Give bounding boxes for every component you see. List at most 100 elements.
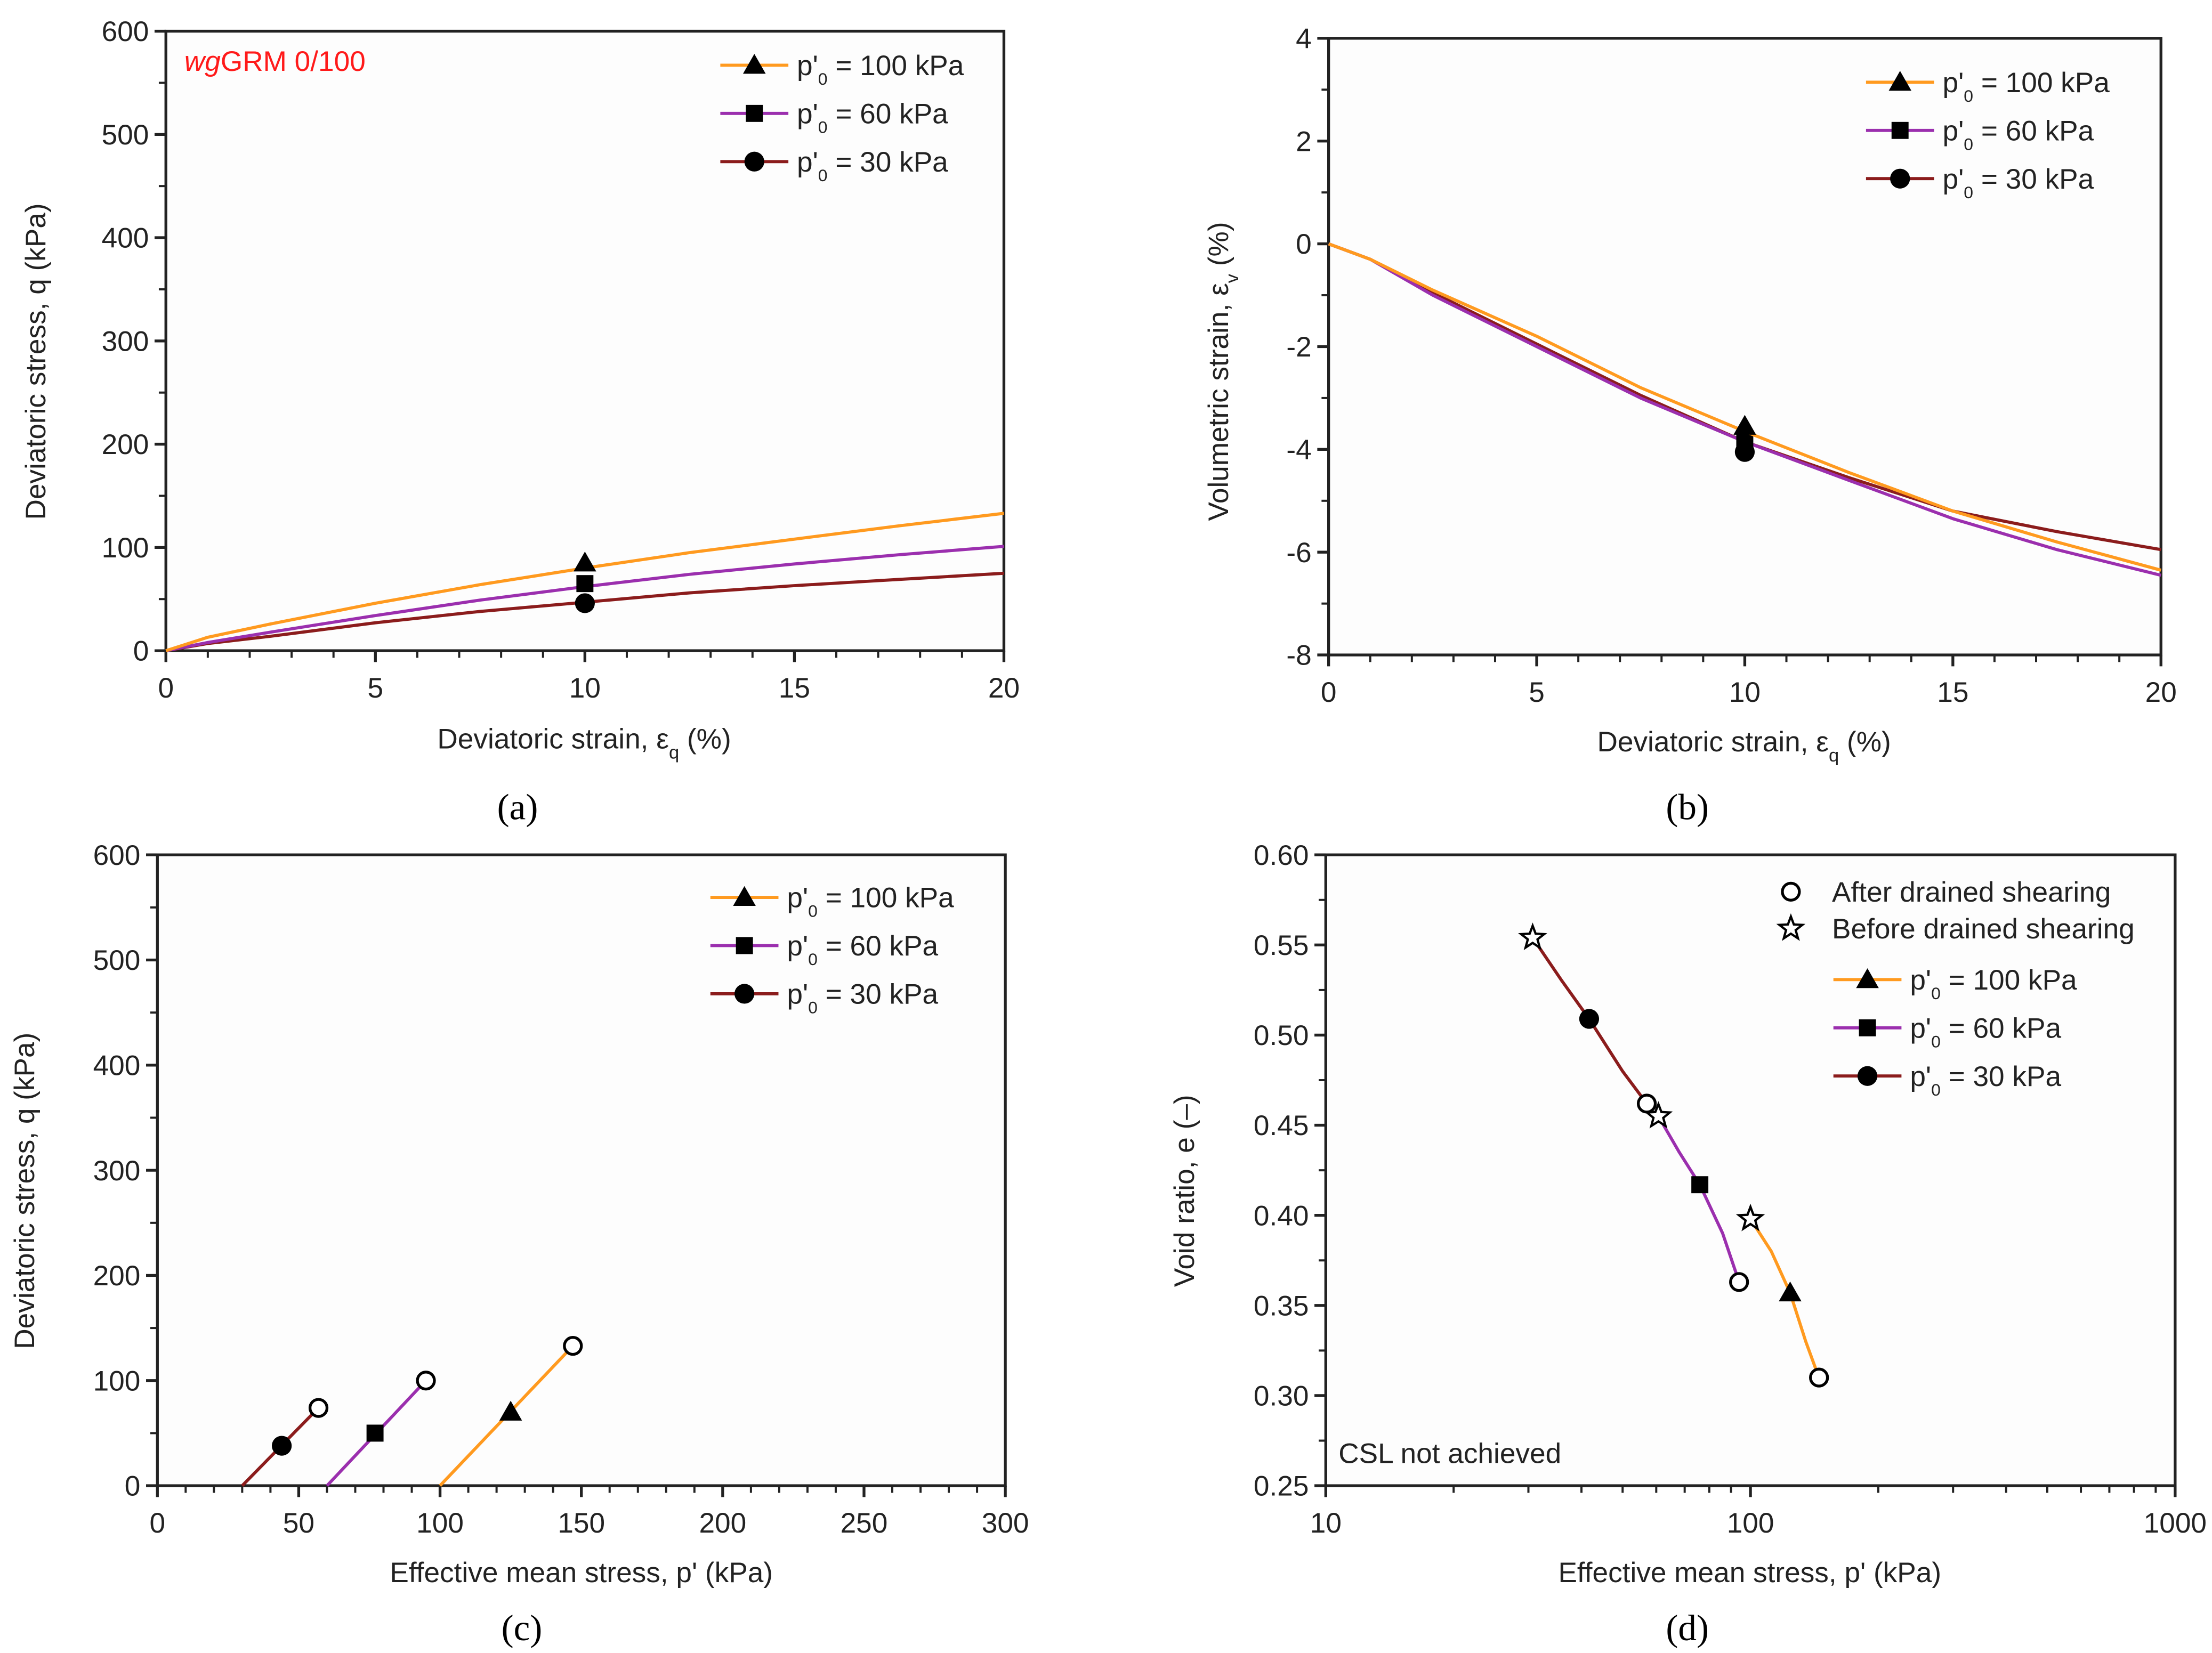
subscript: 0 [1964,134,1973,153]
legend-triangle-icon [742,54,766,74]
legend-circle-icon [734,984,755,1004]
subscript: 0 [808,998,818,1017]
y-tick-label: 300 [93,1155,141,1187]
y-tick-label: 0.35 [1254,1290,1309,1322]
y-tick-label: -8 [1286,640,1311,671]
panel-caption: (b) [1666,787,1709,828]
legend-circle-icon [1890,168,1910,189]
y-tick-label: 0.60 [1254,840,1309,871]
open-circle-marker [1809,1367,1829,1388]
legend-square-icon [746,104,763,122]
x-tick-label: 300 [982,1508,1029,1539]
legend-open-circle-icon [1781,881,1801,902]
y-tick-label: 0 [133,636,149,667]
y-tick-label: 100 [93,1365,141,1397]
plot-frame [1324,853,2177,1487]
x-tick-label: 250 [841,1508,888,1539]
x-tick-label: 15 [779,672,810,704]
y-tick-label: 0.45 [1254,1110,1309,1141]
y-axis-label: Void ratio, e (–) [1169,1095,1200,1287]
open-circle-marker [563,1336,583,1356]
star-marker [1644,1101,1673,1129]
legend-label: After drained shearing [1832,877,2111,908]
series-line [1328,242,2161,572]
y-tick-label: 600 [93,840,141,871]
open-circle-marker [1729,1272,1749,1292]
subscript: 0 [808,902,818,921]
triangle-marker [574,552,596,572]
x-axis-label: Deviatoric strain, εq (%) [437,724,731,763]
plot-frame [164,29,1006,652]
x-tick-label: 50 [283,1508,314,1539]
subscript: v [1222,273,1242,283]
series-p60 [165,545,1004,652]
legend-triangle-icon [1888,71,1912,91]
x-tick-label: 5 [368,672,384,704]
x-tick-label: 150 [558,1508,605,1539]
y-tick-label: -2 [1286,331,1311,363]
y-tick-label: 0.55 [1254,930,1309,961]
legend-triangle-icon [1856,968,1879,988]
open-circle-marker [308,1398,329,1418]
series-p60 [326,1371,436,1487]
plot-frame [1327,37,2162,657]
series-p30 [165,571,1004,652]
legend-square-icon [1891,121,1909,139]
x-tick-label: 5 [1529,677,1545,708]
legend-triangle-icon [733,886,756,906]
square-marker [576,575,594,593]
subscript: q [669,743,679,763]
x-tick-label: 10 [569,672,601,704]
y-tick-label: -4 [1286,434,1311,466]
series-p100 [1328,242,2161,572]
series-p30 [1518,922,1657,1114]
annotation-text: GRM 0/100 [221,46,366,77]
series-p60 [1644,1101,1749,1292]
series-p100 [1735,1203,1829,1388]
y-tick-label: 0.50 [1254,1020,1309,1051]
x-tick-label: 200 [699,1508,746,1539]
circle-marker [1579,1009,1600,1029]
panel-caption: (a) [497,787,538,828]
subscript: 0 [818,117,828,136]
subscript: 0 [1931,984,1941,1003]
y-axis-label: Deviatoric stress, q (kPa) [9,1033,41,1349]
panel-caption: (d) [1666,1607,1709,1648]
chart-panel-c: 0 50 100 150 200 250 300 0 100 200 300 400 500 600 Eff… [9,840,1029,1648]
square-marker [366,1424,384,1442]
y-tick-label: 200 [102,429,149,460]
triangle-marker [499,1400,522,1421]
y-tick-label: -6 [1286,537,1311,569]
y-tick-label: 0.40 [1254,1200,1309,1231]
y-tick-label: 500 [93,945,141,976]
x-tick-label: 1000 [2144,1508,2207,1539]
legend-square-icon [736,937,753,954]
triangle-marker [1733,415,1756,435]
legend-star-icon [1776,913,1806,941]
y-tick-label: 0.25 [1254,1471,1309,1502]
y-axis-label: Volumetric strain, εv (%) [1203,222,1242,521]
chart-panel-b: 0 5 10 15 20 -8 -6 -4 -2 0 2 4 Deviatoric strain, εq… [1203,23,2177,827]
annotation: CSL not achieved [1338,1438,1561,1470]
series-line [165,545,1004,652]
x-tick-label: 20 [988,672,1020,704]
y-tick-label: 0 [125,1471,141,1502]
annotation-italic: wg [184,46,221,77]
y-tick-label: 200 [93,1260,141,1292]
y-tick-label: 0 [1296,229,1312,260]
series-p60 [1328,242,2161,577]
x-tick-label: 0 [1321,677,1337,708]
series-line [1328,242,2161,577]
legend-square-icon [1859,1019,1876,1036]
open-circle-marker [416,1371,436,1391]
square-marker [1691,1176,1709,1194]
x-tick-label: 15 [1937,677,1968,708]
x-tick-label: 100 [1727,1508,1774,1539]
y-tick-label: 400 [102,223,149,254]
subscript: 0 [808,950,818,969]
series-line [165,512,1004,652]
